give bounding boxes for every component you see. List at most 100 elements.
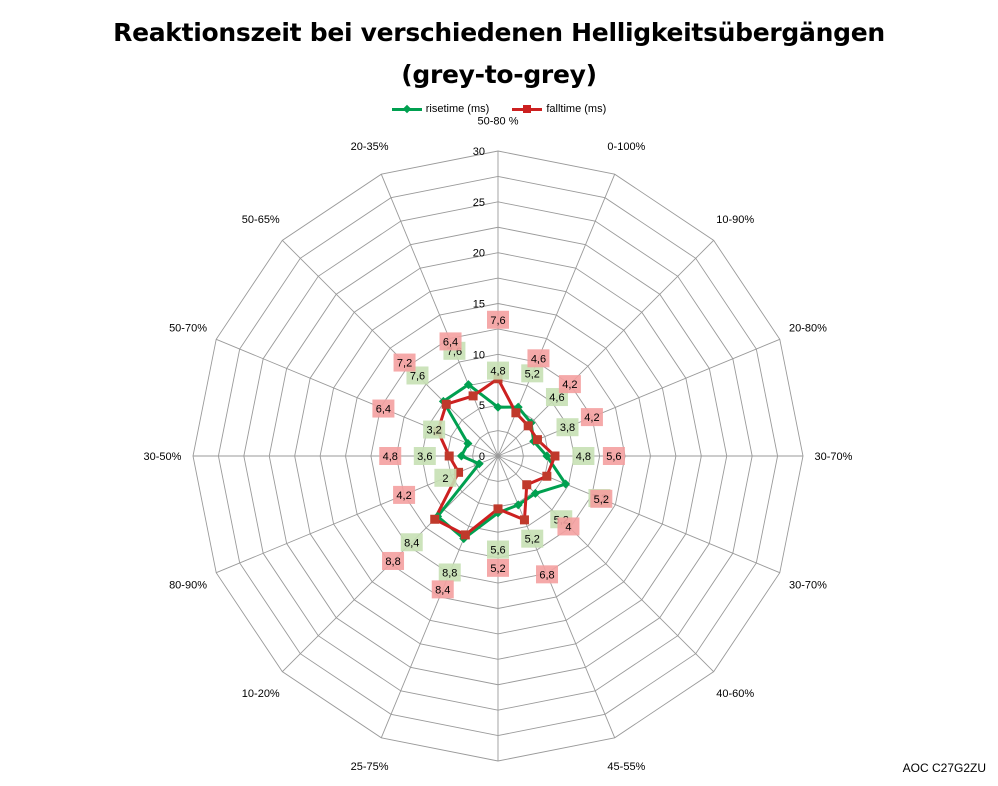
falltime-marker	[532, 435, 542, 445]
falltime-marker	[468, 391, 478, 401]
risetime-marker	[493, 402, 503, 412]
category-label: 50-80 %	[478, 116, 519, 128]
grid-spoke	[380, 174, 499, 457]
falltime-data-label: 5,6	[606, 451, 621, 463]
risetime-marker	[542, 451, 552, 461]
category-label: 25-75%	[351, 761, 389, 773]
falltime-data-label-bg	[393, 485, 416, 504]
risetime-data-label: 3,2	[426, 425, 441, 437]
chart-title: Reaktionszeit bei verschiedenen Helligke…	[0, 12, 998, 96]
category-label: 30-50%	[144, 451, 182, 463]
model-label: AOC C27G2ZU	[902, 761, 986, 775]
category-label: 50-70%	[169, 323, 207, 335]
category-label: 40-60%	[716, 688, 754, 700]
category-label: 80-90%	[169, 579, 207, 591]
falltime-marker	[444, 451, 454, 461]
risetime-marker	[456, 451, 466, 461]
category-label: 20-35%	[351, 141, 389, 153]
falltime-data-label: 4,2	[584, 412, 599, 424]
falltime-marker	[542, 471, 552, 481]
risetime-data-label: 5,6	[490, 545, 505, 557]
falltime-data-label-bg	[602, 447, 625, 465]
risetime-data-label: 7,6	[410, 370, 425, 382]
falltime-data-label-bg	[439, 332, 462, 351]
falltime-marker	[550, 451, 560, 461]
falltime-marker	[523, 421, 533, 431]
category-label: 10-20%	[242, 688, 280, 700]
risetime-data-label-bg	[572, 447, 595, 465]
falltime-data-label: 4,2	[396, 490, 411, 502]
risetime-data-label-bg	[413, 447, 436, 465]
risetime-data-label: 4,6	[549, 392, 564, 404]
category-label: 30-70%	[815, 451, 853, 463]
falltime-marker	[430, 514, 440, 524]
falltime-marker	[522, 480, 532, 490]
risetime-data-label-bg	[423, 420, 446, 439]
risetime-data-label: 5,2	[525, 534, 540, 546]
radial-tick-label: 15	[473, 299, 485, 311]
falltime-data-label: 8,4	[435, 584, 450, 596]
falltime-data-label-bg	[580, 408, 603, 427]
falltime-data-label: 6,4	[376, 404, 391, 416]
risetime-data-label-bg	[400, 533, 423, 552]
risetime-data-label-bg	[521, 364, 544, 383]
falltime-data-label: 6,8	[539, 569, 554, 581]
radial-tick-label: 10	[473, 349, 485, 361]
chart-legend: risetime (ms) falltime (ms)	[0, 102, 998, 119]
risetime-marker	[463, 380, 473, 390]
falltime-data-label: 4,6	[531, 353, 546, 365]
risetime-marker	[463, 439, 473, 449]
legend-marker-risetime	[391, 102, 422, 116]
falltime-data-label-bg	[558, 375, 581, 394]
risetime-data-label: 3,6	[417, 451, 432, 463]
grid-spoke	[497, 338, 780, 457]
falltime-data-label-bg	[382, 551, 405, 570]
grid-spoke	[497, 455, 780, 574]
falltime-data-label-bg	[372, 399, 395, 418]
falltime-data-label: 4,8	[383, 451, 398, 463]
legend-marker-falltime	[512, 102, 543, 116]
falltime-data-label: 6,4	[443, 336, 458, 348]
grid-spoke	[497, 240, 714, 457]
falltime-marker	[511, 408, 521, 418]
category-label: 10-90%	[716, 214, 754, 226]
falltime-data-label-bg	[527, 349, 550, 368]
falltime-data-label: 8,8	[385, 556, 400, 568]
falltime-data-label: 7,6	[490, 315, 505, 327]
falltime-data-label-bg	[557, 517, 580, 536]
grid-spoke	[282, 240, 499, 457]
risetime-data-label-bg	[521, 529, 544, 548]
category-label: 50-65%	[242, 214, 280, 226]
radial-tick-label: 20	[473, 248, 485, 260]
legend-label-risetime: risetime (ms)	[425, 103, 490, 115]
risetime-marker	[474, 459, 484, 469]
radial-tick-label: 30	[473, 146, 485, 158]
falltime-marker	[519, 515, 529, 525]
falltime-data-label-bg	[590, 489, 613, 508]
falltime-data-label: 4	[565, 521, 571, 533]
risetime-data-label-bg	[438, 563, 461, 582]
risetime-marker	[530, 488, 540, 498]
category-label: 30-70%	[789, 579, 827, 591]
falltime-data-label-bg	[393, 353, 416, 372]
radial-tick-label: 5	[479, 400, 485, 412]
radial-tick-label: 25	[473, 197, 485, 209]
risetime-data-label: 3,8	[560, 422, 575, 434]
falltime-marker	[454, 467, 464, 477]
risetime-data-label: 5,2	[525, 368, 540, 380]
category-label: 0-100%	[607, 141, 645, 153]
risetime-data-label: 2	[442, 473, 448, 485]
category-label: 20-80%	[789, 323, 827, 335]
grid-spoke	[216, 338, 499, 457]
risetime-data-label: 8,4	[404, 537, 419, 549]
falltime-data-label: 5,2	[594, 494, 609, 506]
falltime-marker	[441, 399, 451, 409]
risetime-data-label-bg	[556, 418, 579, 437]
category-label: 45-55%	[607, 761, 645, 773]
risetime-marker	[561, 479, 571, 489]
risetime-data-label: 8,8	[442, 567, 457, 579]
chart-title-line-2: (grey-to-grey)	[401, 60, 597, 89]
falltime-data-label-bg	[487, 310, 509, 329]
falltime-data-label-bg	[379, 447, 402, 465]
